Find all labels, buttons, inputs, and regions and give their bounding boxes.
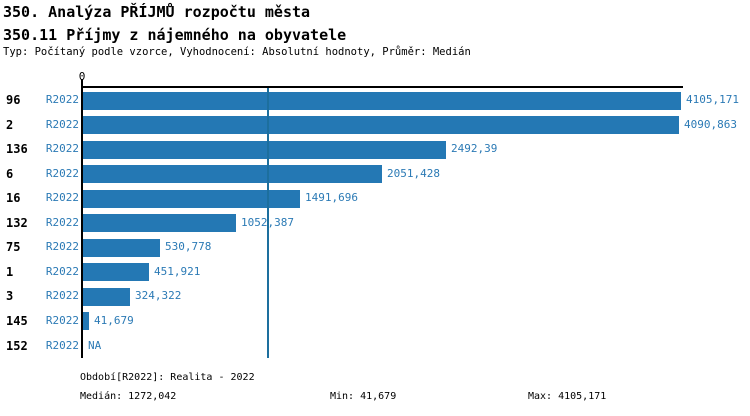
series-label: R2022 [45,142,79,156]
chart-row: 6 R2022 2051,428 [0,162,750,187]
chart-row: 1 R2022 451,921 [0,260,750,285]
min-stat-label: Min: 41,679 [330,391,397,402]
value-label: 4090,863 [684,117,737,131]
page-title: 350. Analýza PŘÍJMŮ rozpočtu města [3,3,311,21]
category-label: 16 [6,191,21,206]
bar [83,238,160,257]
series-label: R2022 [45,117,79,131]
value-label: 2051,428 [387,166,440,180]
value-label: 1052,387 [241,215,294,229]
chart-row: 16 R2022 1491,696 [0,186,750,211]
chart-row: 2 R2022 4090,863 [0,113,750,138]
y-axis-line [81,79,83,358]
value-label: 2492,39 [451,142,498,156]
bar [83,312,89,331]
series-label: R2022 [45,338,79,352]
series-label: R2022 [45,264,79,278]
chart-row: 145 R2022 41,679 [0,309,750,334]
chart-row: 75 R2022 530,778 [0,235,750,260]
series-label: R2022 [45,166,79,180]
chart-row: 132 R2022 1052,387 [0,211,750,236]
series-label: R2022 [45,191,79,205]
chart-row: 152 R2022 NA [0,334,750,359]
median-stat-label: Medián: 1272,042 [80,391,177,402]
bar [83,91,681,110]
category-label: 145 [6,313,28,328]
chart-row: 136 R2022 2492,39 [0,137,750,162]
category-label: 96 [6,93,21,107]
x-axis-line [81,86,683,88]
category-label: 75 [6,240,21,255]
bar [83,116,679,135]
category-label: 152 [6,338,28,353]
category-label: 2 [6,117,14,132]
value-label: 324,322 [135,289,182,303]
bar [83,214,236,233]
bar [83,140,446,159]
category-label: 136 [6,142,28,157]
value-label: 451,921 [154,264,201,278]
x-axis-zero-tick-label: 0 [78,70,86,83]
bar [83,165,382,184]
series-label: R2022 [45,289,79,303]
bar [83,263,149,282]
page-subtitle: 350.11 Příjmy z nájemného na obyvatele [3,26,347,44]
chart-row: 96 R2022 4105,171 [0,88,750,113]
value-label: 4105,171 [686,93,739,106]
value-label: 1491,696 [305,191,358,205]
series-label: R2022 [45,313,79,327]
category-label: 132 [6,215,28,230]
chart-settings-text: Typ: Počítaný podle vzorce, Vyhodnocení:… [3,46,471,58]
category-label: 1 [6,264,14,279]
period-label: Období[R2022]: Realita - 2022 [80,372,255,383]
series-label: R2022 [45,93,79,106]
category-label: 6 [6,166,14,181]
value-label: 41,679 [94,313,134,327]
max-stat-label: Max: 4105,171 [528,391,607,402]
category-label: 3 [6,289,14,304]
bar [83,287,130,306]
bar [83,189,300,208]
chart-row: 3 R2022 324,322 [0,284,750,309]
value-label: NA [88,338,102,352]
chart-rows: 96 R2022 4105,171 2 R2022 4090,863 136 R2022 249… [0,88,750,358]
value-label: 530,778 [165,240,212,254]
series-label: R2022 [45,215,79,229]
median-line [267,88,270,358]
series-label: R2022 [45,240,79,254]
